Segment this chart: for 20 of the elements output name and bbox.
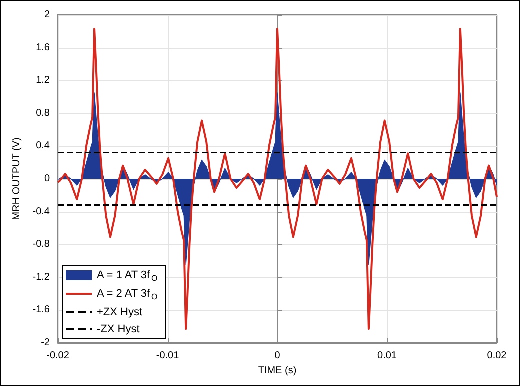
y-tick-label: 0 — [44, 174, 50, 184]
x-axis-title: TIME (s) — [258, 365, 297, 376]
y-tick-label: -0.4 — [32, 206, 50, 218]
y-tick-label: -2 — [41, 338, 50, 348]
y-tick-label: -1.6 — [32, 304, 50, 316]
y-tick-label: -0.8 — [32, 239, 50, 250]
x-tick-label: 0.01 — [378, 350, 398, 362]
y-axis-title: MRH OUTPUT (V) — [11, 138, 22, 220]
y-tick-label: 0.8 — [36, 108, 50, 119]
legend-label: -ZX Hyst — [97, 324, 140, 336]
y-tick-label: -1.2 — [32, 272, 50, 283]
x-tick-label: 0 — [274, 350, 281, 362]
legend-label: +ZX Hyst — [97, 306, 143, 318]
y-tick-label: 2 — [44, 10, 50, 20]
x-tick-label: -0.02 — [46, 350, 70, 362]
x-tick-label: -0.01 — [156, 350, 180, 362]
y-tick-label: 1.6 — [36, 42, 50, 54]
y-tick-label: 1.2 — [36, 75, 50, 86]
y-tick-label: 0.4 — [36, 140, 50, 152]
x-tick-label: 0.02 — [487, 350, 508, 362]
